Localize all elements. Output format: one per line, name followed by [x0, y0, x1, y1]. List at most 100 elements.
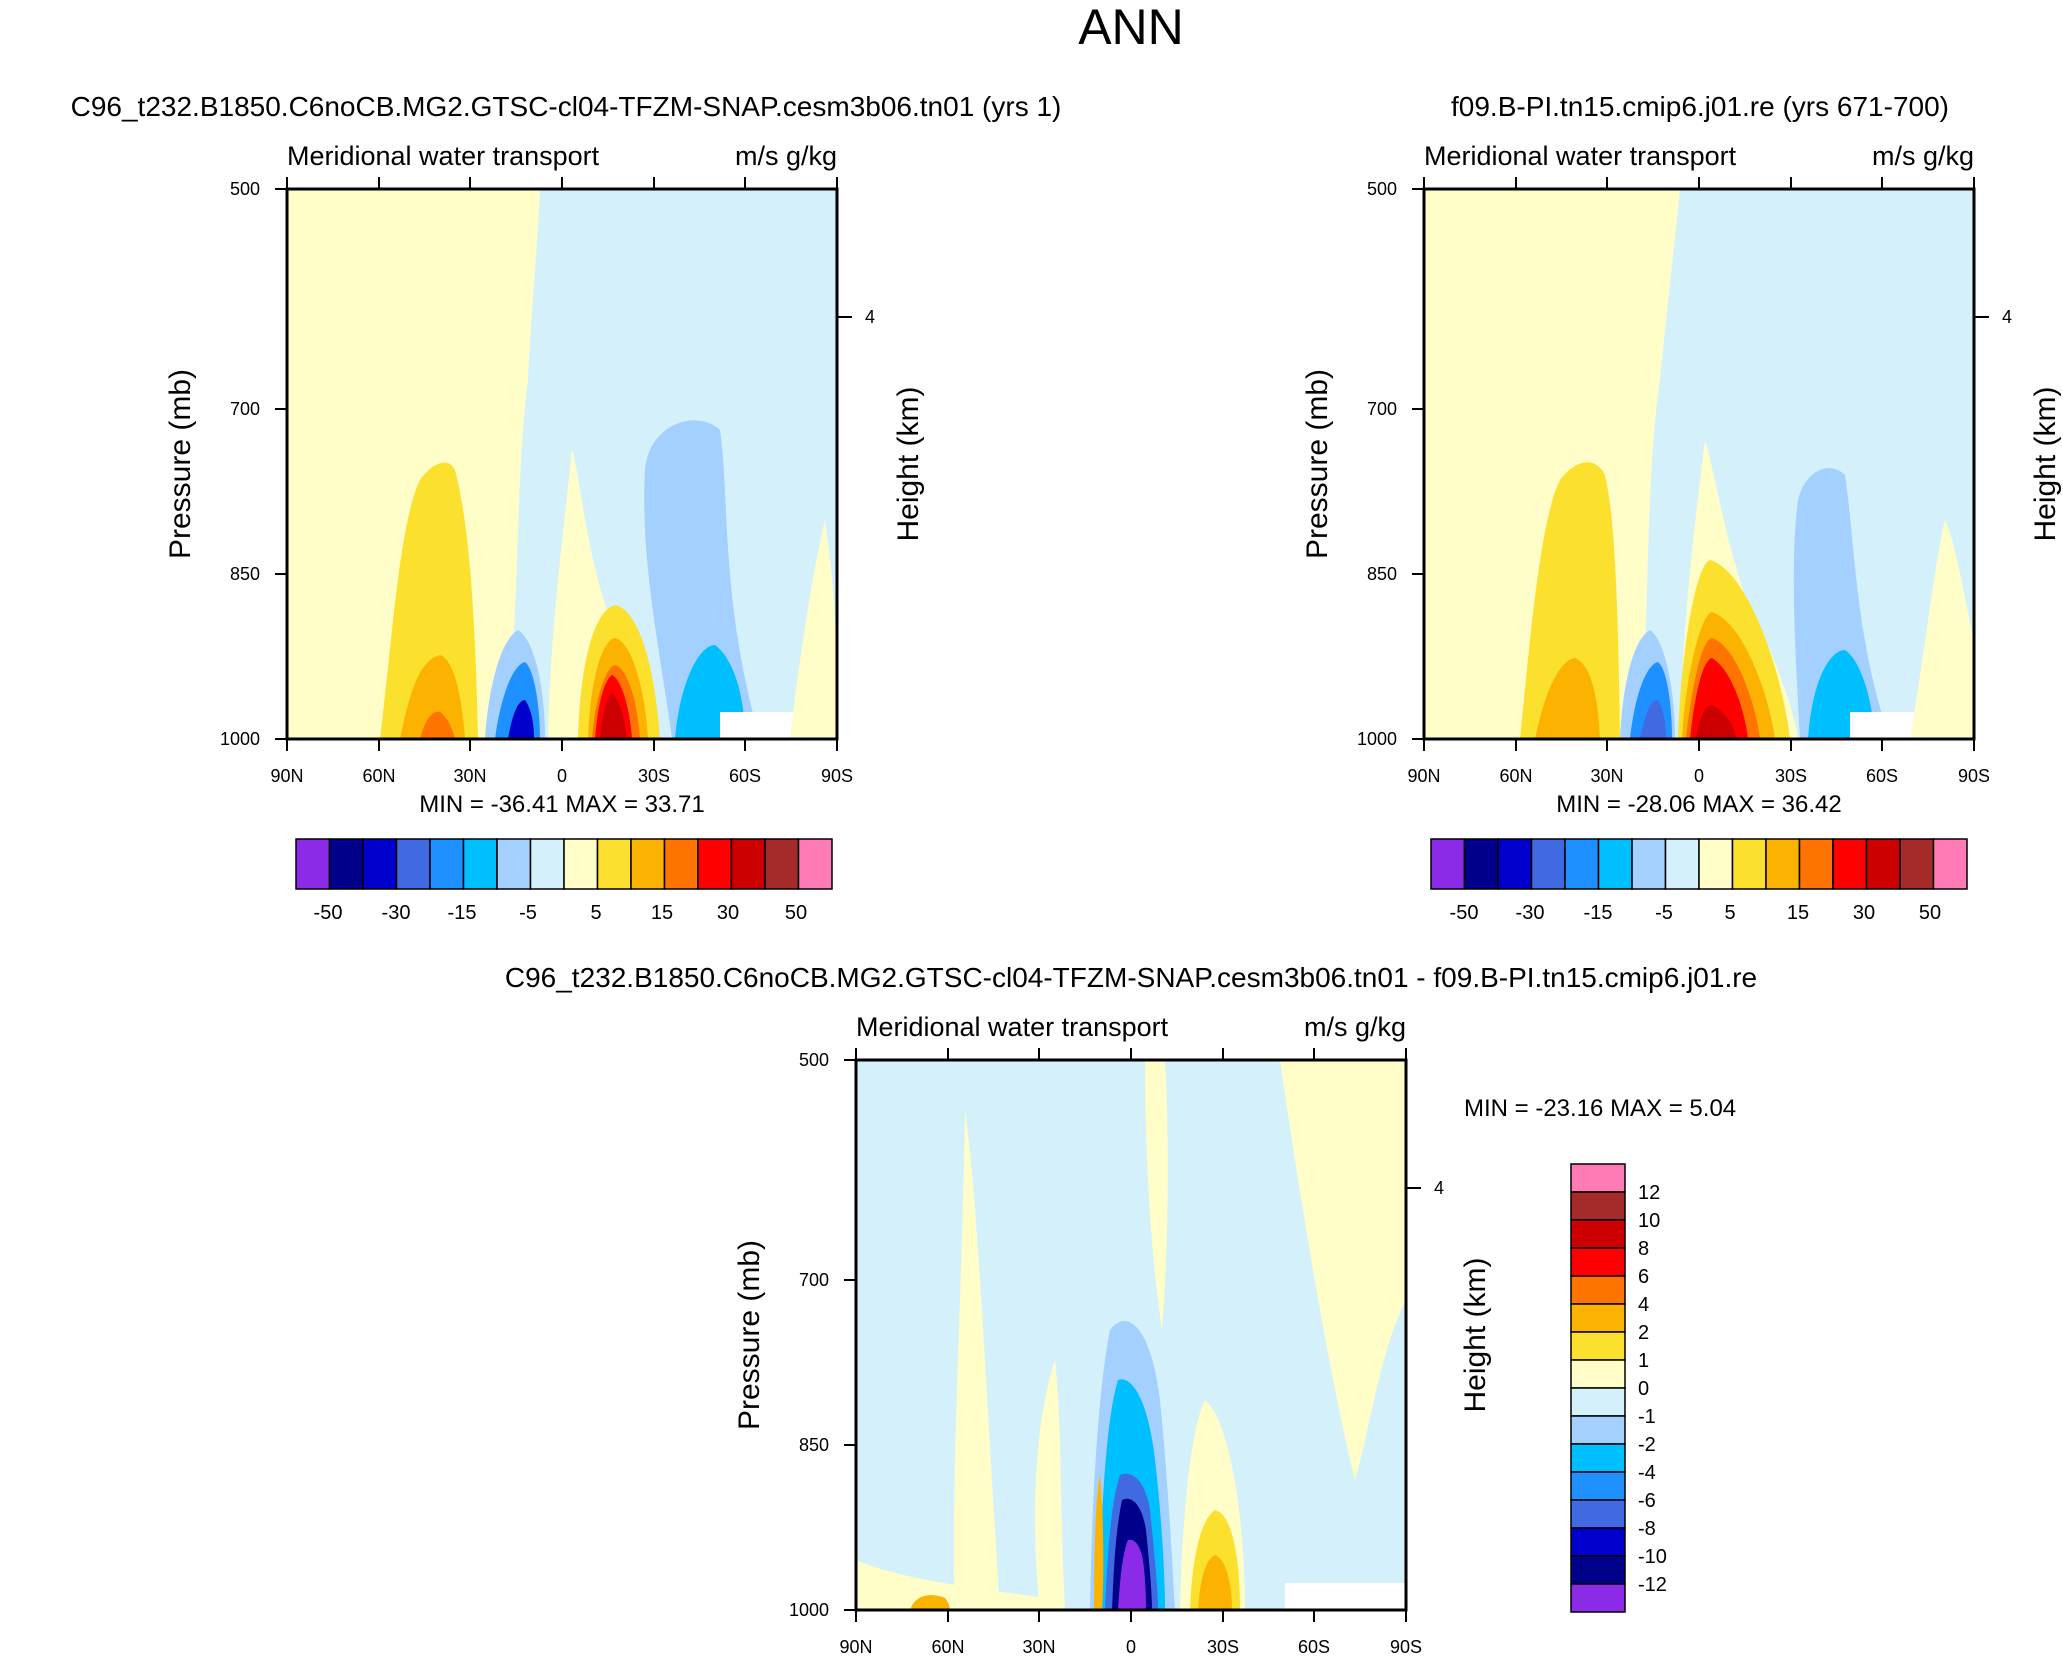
panel-diff-sh-orange: [1198, 1555, 1232, 1610]
panel-ref: f09.B-PI.tn15.cmip6.j01.re (yrs 671-700)…: [1301, 91, 2062, 924]
panel-case-xtick: 30S: [638, 766, 670, 786]
panel-ref-colorbar-labels: -50 -30 -15 -5 5 15 30 50: [1450, 902, 1942, 924]
colorbar-box: [1463, 838, 1499, 890]
colorbar-box: [328, 838, 364, 890]
panel-diff-mask: [1285, 1583, 1406, 1610]
panel-case-cb-label: 15: [651, 902, 673, 924]
panel-diff-orange-streak: [1094, 1475, 1104, 1610]
panel-diff-xtick-labels: 90N 60N 30N 0 30S 60S 90S: [839, 1637, 1422, 1657]
colorbar-box: [429, 838, 465, 890]
panel-case-xtick: 60S: [729, 766, 761, 786]
colorbar-box: [1631, 838, 1667, 890]
panel-diff-y2label: Height (km): [1459, 1257, 1492, 1412]
panel-case-cb-label: -15: [448, 902, 477, 924]
panel-ref-ylabel: Pressure (mb): [1301, 369, 1334, 559]
panel-case-right-label: m/s g/kg: [735, 141, 837, 171]
colorbar-box: [395, 838, 431, 890]
colorbar-box: [1570, 1219, 1626, 1249]
colorbar-box: [1570, 1275, 1626, 1305]
panel-ref-right-label: m/s g/kg: [1872, 141, 1974, 171]
panel-ref-blob-south-hot: [1696, 705, 1736, 739]
panel-diff-cb-label: 12: [1638, 1182, 1660, 1204]
colorbar-box: [462, 838, 498, 890]
panel-diff-xtick: 60N: [931, 1637, 964, 1657]
panel-diff: C96_t232.B1850.C6noCB.MG2.GTSC-cl04-TFZM…: [505, 962, 1757, 1657]
colorbar-box: [362, 838, 398, 890]
panel-case-blob-north-core: [420, 711, 455, 739]
panel-diff-ytick-labels: 500 700 850 1000: [789, 1050, 829, 1620]
panel-case-blob-equ-blue-3: [508, 700, 534, 739]
colorbar-box: [1570, 1387, 1626, 1417]
panel-ref-xtick: 60S: [1866, 766, 1898, 786]
panel-diff-cb-label: -6: [1638, 1490, 1656, 1512]
colorbar-box: [663, 838, 699, 890]
colorbar-box: [1564, 838, 1600, 890]
panel-ref-ytick: 500: [1367, 179, 1397, 199]
panel-case-ylabel: Pressure (mb): [164, 369, 197, 559]
panel-diff-cb-label: 0: [1638, 1378, 1649, 1400]
colorbar-box: [295, 838, 331, 890]
colorbar-box: [1430, 838, 1466, 890]
panel-case-pole-yellow: [790, 520, 837, 739]
panel-case-left-label: Meridional water transport: [287, 141, 600, 171]
panel-diff-bl-orange: [910, 1595, 950, 1610]
colorbar-box: [1530, 838, 1566, 890]
panel-diff-xtick: 0: [1126, 1637, 1136, 1657]
panel-diff-cb-label: -4: [1638, 1462, 1656, 1484]
panel-case-cb-label: -50: [314, 902, 343, 924]
panel-case-cb-label: 5: [590, 902, 601, 924]
panel-diff-ylabel: Pressure (mb): [733, 1240, 766, 1430]
colorbar-box: [1570, 1499, 1626, 1529]
colorbar-box: [1570, 1359, 1626, 1389]
colorbar-box: [1570, 1555, 1626, 1585]
panel-diff-cb-label: -12: [1638, 1574, 1667, 1596]
panel-diff-yellow-band-nh: [953, 1110, 1000, 1610]
colorbar-box: [1899, 838, 1935, 890]
panel-case-ticks: [275, 177, 852, 751]
colorbar-box: [630, 838, 666, 890]
panel-case-blob-south-hot: [600, 693, 626, 739]
panel-case-stats: MIN = -36.41 MAX = 33.71: [419, 791, 704, 818]
colorbar-box: [563, 838, 599, 890]
panel-case-ytick: 700: [230, 399, 260, 419]
colorbar-box: [1570, 1191, 1626, 1221]
panel-ref-xtick: 30N: [1590, 766, 1623, 786]
colorbar-box: [1570, 1247, 1626, 1277]
panel-ref-blob-equ-blue-3: [1640, 700, 1666, 739]
colorbar-box: [1865, 838, 1901, 890]
panel-case-xtick: 90S: [821, 766, 853, 786]
colorbar-box: [1731, 838, 1767, 890]
panel-ref-xtick: 60N: [1499, 766, 1532, 786]
colorbar-box: [697, 838, 733, 890]
panel-case-colorbar: [295, 838, 833, 890]
panel-diff-colorbar-labels: 12 10 8 6 4 2 1 0 -1 -2 -4 -6 -8 -10 -12: [1638, 1182, 1667, 1596]
panel-case-cb-label: 50: [785, 902, 807, 924]
panel-diff-title: C96_t232.B1850.C6noCB.MG2.GTSC-cl04-TFZM…: [505, 962, 1757, 993]
colorbar-box: [730, 838, 766, 890]
panel-ref-cb-label: 50: [1919, 902, 1941, 924]
panel-diff-cb-label: -2: [1638, 1434, 1656, 1456]
panel-ref-stats: MIN = -28.06 MAX = 36.42: [1556, 791, 1841, 818]
colorbar-box: [1597, 838, 1633, 890]
panel-diff-cb-label: 1: [1638, 1350, 1649, 1372]
panel-ref-ytick-labels: 500 700 850 1000: [1357, 179, 1397, 749]
colorbar-box: [1664, 838, 1700, 890]
colorbar-box: [1570, 1331, 1626, 1361]
panel-diff-yellow-band-eq: [1145, 1060, 1168, 1330]
panel-ref-ticks: [1412, 177, 1989, 751]
panel-case-xtick: 90N: [270, 766, 303, 786]
panel-case-cb-label: -30: [382, 902, 411, 924]
panel-ref-y2tick: 4: [2002, 307, 2012, 327]
panel-diff-xtick: 90N: [839, 1637, 872, 1657]
panel-case-field: [287, 189, 837, 739]
colorbar-box: [596, 838, 632, 890]
panel-case-ytick: 1000: [220, 729, 260, 749]
colorbar-box: [1698, 838, 1734, 890]
panel-diff-xtick: 90S: [1390, 1637, 1422, 1657]
colorbar-box: [1497, 838, 1533, 890]
panel-diff-ytick: 700: [799, 1270, 829, 1290]
panel-ref-cb-label: -15: [1584, 902, 1613, 924]
panel-ref-ytick: 700: [1367, 399, 1397, 419]
colorbar-box: [1570, 1527, 1626, 1557]
panel-case: C96_t232.B1850.C6noCB.MG2.GTSC-cl04-TFZM…: [71, 91, 1062, 924]
